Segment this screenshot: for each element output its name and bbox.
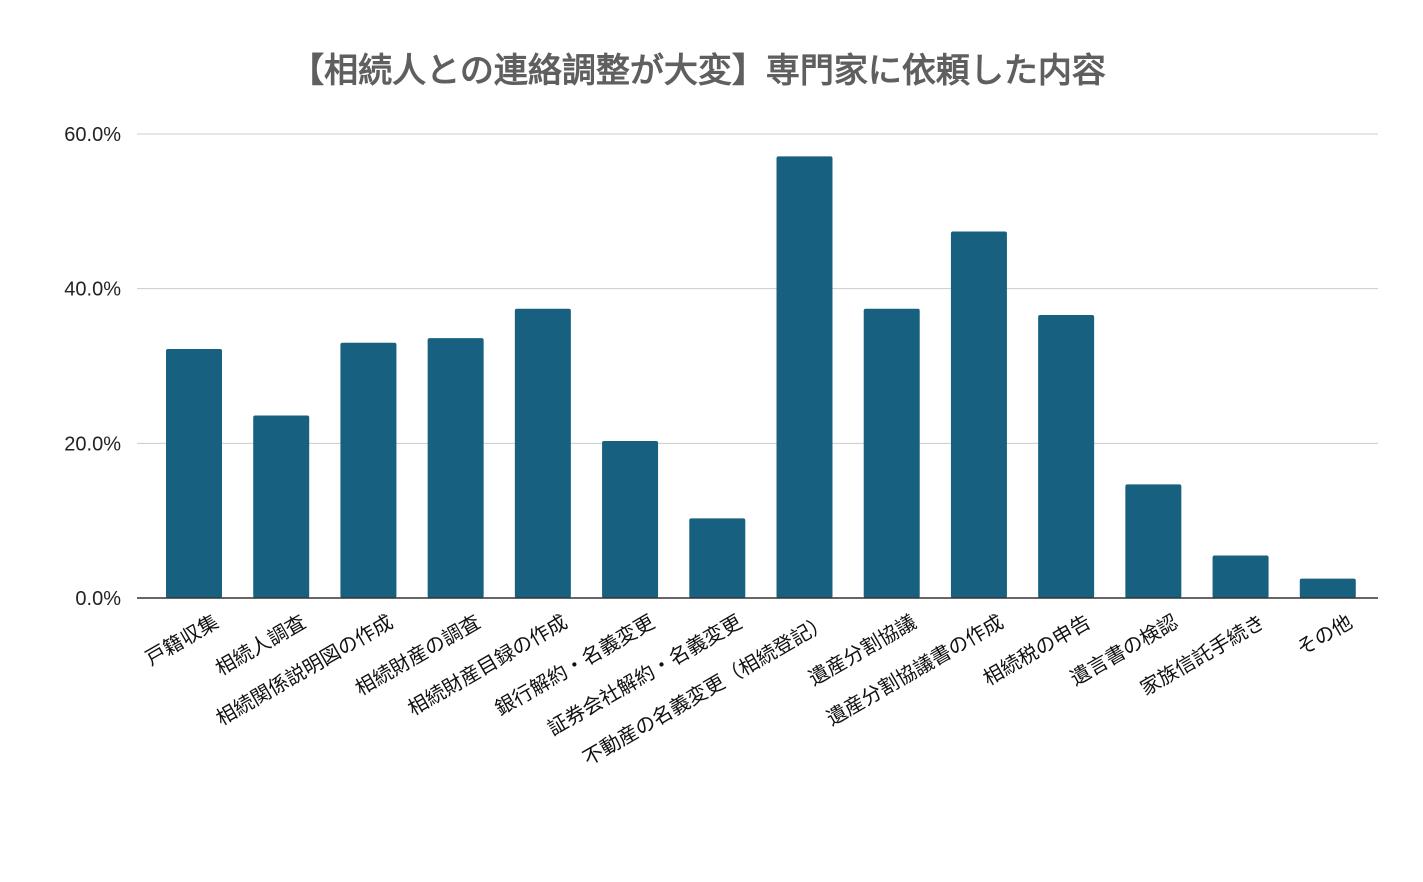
bar [1212, 555, 1269, 598]
bar [602, 441, 659, 598]
x-tick-label: 戸籍収集 [141, 610, 222, 671]
y-tick-label: 60.0% [64, 124, 121, 146]
x-axis-labels: 戸籍収集相続人調査相続関係説明図の作成相続財産の調査相続財産目録の作成銀行解約・… [141, 610, 1356, 771]
bar [689, 518, 746, 598]
bar [427, 338, 484, 598]
x-tick-label: その他 [1292, 610, 1356, 661]
bar [1299, 578, 1356, 598]
gridlines [137, 133, 1378, 444]
bars [166, 156, 1356, 598]
bar [863, 308, 920, 598]
y-tick-label: 0.0% [75, 588, 121, 610]
bar [776, 156, 833, 598]
y-tick-label: 20.0% [64, 433, 121, 455]
bar [950, 231, 1007, 598]
y-tick-label: 40.0% [64, 279, 121, 301]
bar [1125, 484, 1182, 598]
bar [340, 342, 397, 598]
bar [1038, 314, 1095, 598]
bar [514, 308, 571, 598]
bar [166, 348, 222, 598]
bar [253, 415, 310, 598]
x-tick-label: 相続財産目録の作成 [403, 610, 571, 721]
chart-title: 【相続人との連絡調整が大変】専門家に依頼した内容 [290, 51, 1106, 91]
y-axis-ticks: 0.0% 20.0% 40.0% 60.0% [64, 124, 121, 610]
